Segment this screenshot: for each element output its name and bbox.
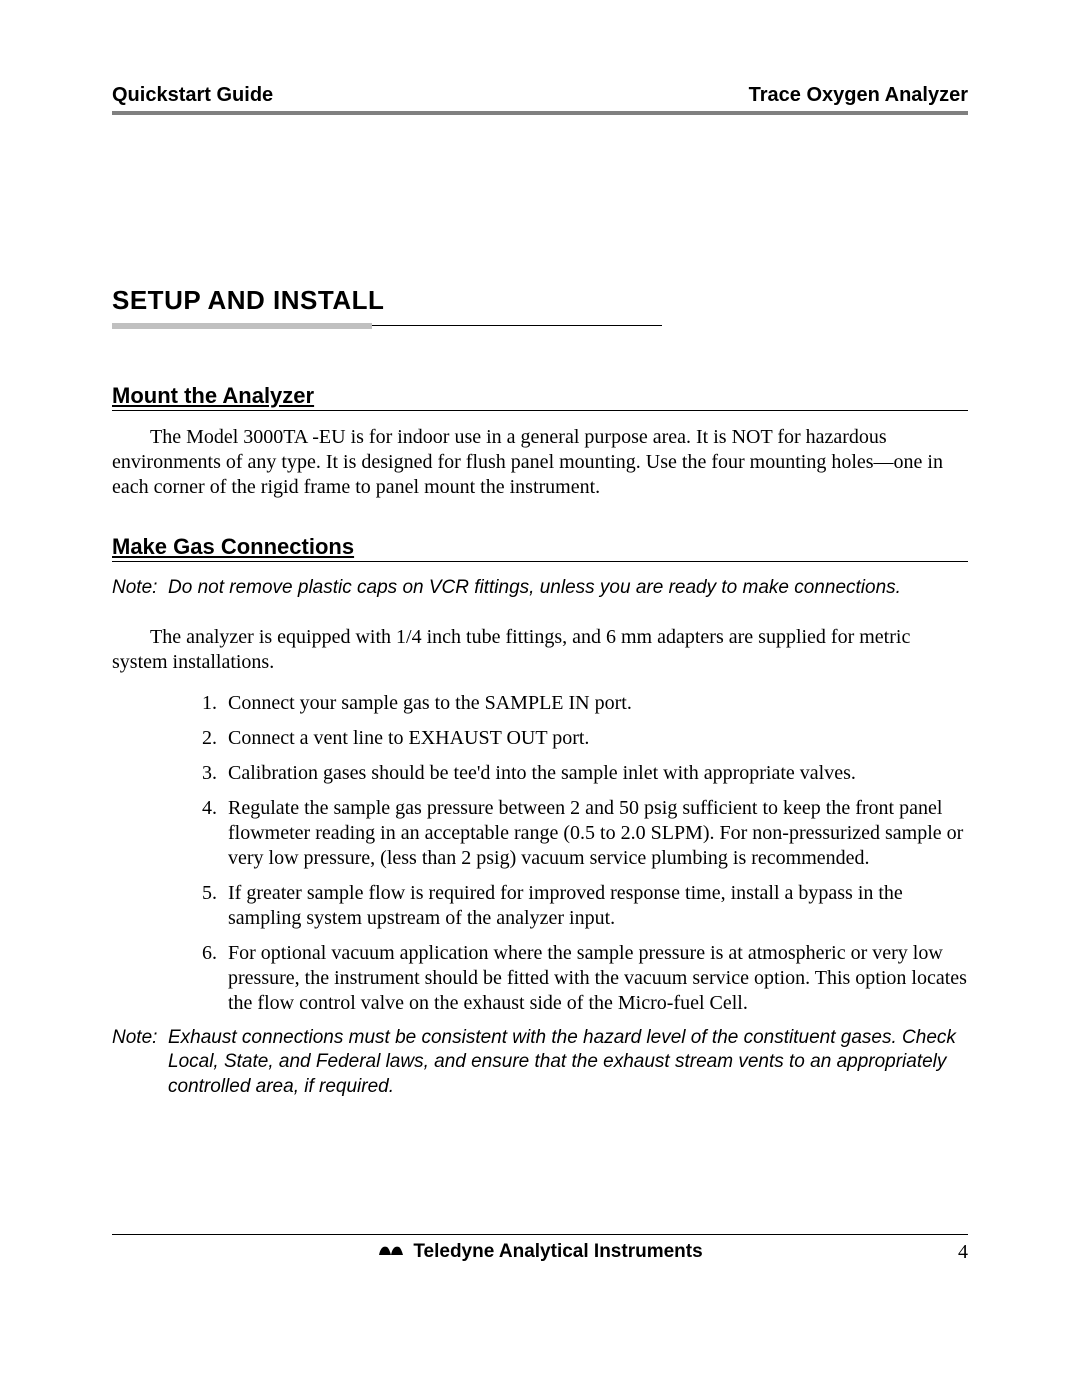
section-title-wrap: SETUP AND INSTALL — [112, 285, 968, 325]
note-1-text: Do not remove plastic caps on VCR fittin… — [168, 576, 968, 601]
header-left: Quickstart Guide — [112, 84, 273, 107]
gas-paragraph: The analyzer is equipped with 1/4 inch t… — [112, 625, 968, 675]
footer-row: Teledyne Analytical Instruments 4 — [112, 1241, 968, 1263]
subheading-mount: Mount the Analyzer — [112, 383, 968, 411]
step-item: Connect your sample gas to the SAMPLE IN… — [222, 691, 968, 716]
page-content: Quickstart Guide Trace Oxygen Analyzer S… — [112, 84, 968, 1100]
note-1: Note: Do not remove plastic caps on VCR … — [112, 576, 968, 601]
note-2-text: Exhaust connections must be consistent w… — [168, 1026, 968, 1100]
title-grey-bar — [112, 323, 372, 329]
teledyne-logo-icon — [377, 1241, 405, 1263]
step-item: For optional vacuum application where th… — [222, 941, 968, 1016]
note-1-label: Note: — [112, 576, 168, 601]
header-underline — [112, 111, 968, 115]
footer-company: Teledyne Analytical Instruments — [413, 1241, 702, 1263]
footer-page-number: 4 — [958, 1241, 968, 1264]
note-2: Note: Exhaust connections must be consis… — [112, 1026, 968, 1100]
note-2-label: Note: — [112, 1026, 168, 1100]
step-item: Calibration gases should be tee'd into t… — [222, 761, 968, 786]
header-right: Trace Oxygen Analyzer — [749, 84, 968, 107]
title-line — [372, 325, 662, 326]
page-footer: Teledyne Analytical Instruments 4 — [112, 1234, 968, 1263]
subheading-gas: Make Gas Connections — [112, 534, 968, 562]
section-title: SETUP AND INSTALL — [112, 285, 968, 316]
step-item: Regulate the sample gas pressure between… — [222, 796, 968, 871]
step-item: If greater sample flow is required for i… — [222, 881, 968, 931]
page-header: Quickstart Guide Trace Oxygen Analyzer — [112, 84, 968, 109]
mount-paragraph: The Model 3000TA -EU is for indoor use i… — [112, 425, 968, 500]
steps-list: Connect your sample gas to the SAMPLE IN… — [222, 691, 968, 1016]
footer-line — [112, 1234, 968, 1235]
step-item: Connect a vent line to EXHAUST OUT port. — [222, 726, 968, 751]
